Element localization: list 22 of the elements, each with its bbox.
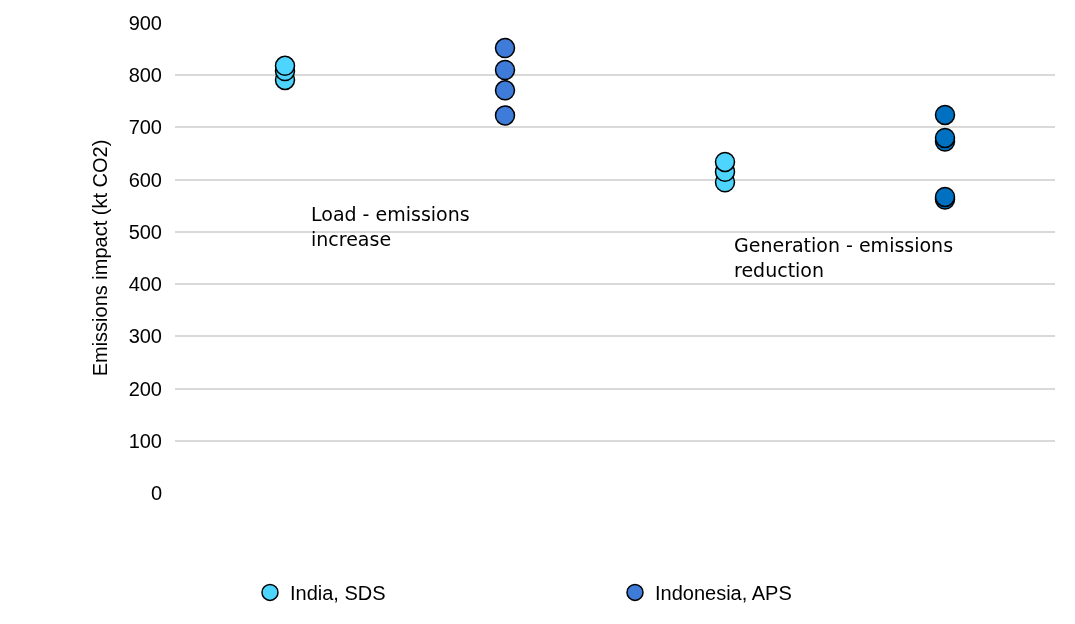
y-tick-label: 600	[128, 168, 162, 191]
y-tick-label: 500	[128, 220, 162, 243]
point	[274, 55, 296, 77]
y-tick-label: 0	[150, 482, 162, 504]
point	[494, 37, 516, 59]
y-tick-label: 700	[128, 116, 162, 139]
point	[494, 80, 516, 101]
y-tick-label: 200	[128, 377, 162, 400]
y-tick-label: 300	[128, 325, 162, 348]
y-tick-label: 800	[128, 64, 162, 87]
point	[714, 151, 736, 173]
legend-label: Indonesia, APS	[655, 582, 792, 605]
y-tick-label: 900	[128, 12, 162, 34]
point	[934, 104, 956, 126]
y-tick-label: 400	[128, 273, 162, 296]
legend-label: India, SDS	[290, 582, 386, 605]
y-tick-label: 100	[128, 429, 162, 452]
annotation: Load - emissions increase	[311, 203, 470, 250]
point	[494, 59, 516, 81]
point	[494, 105, 516, 126]
annotation: Generation - emissions reduction	[734, 234, 954, 281]
y-axis-title: Emissions impact (kt CO2)	[89, 139, 112, 377]
